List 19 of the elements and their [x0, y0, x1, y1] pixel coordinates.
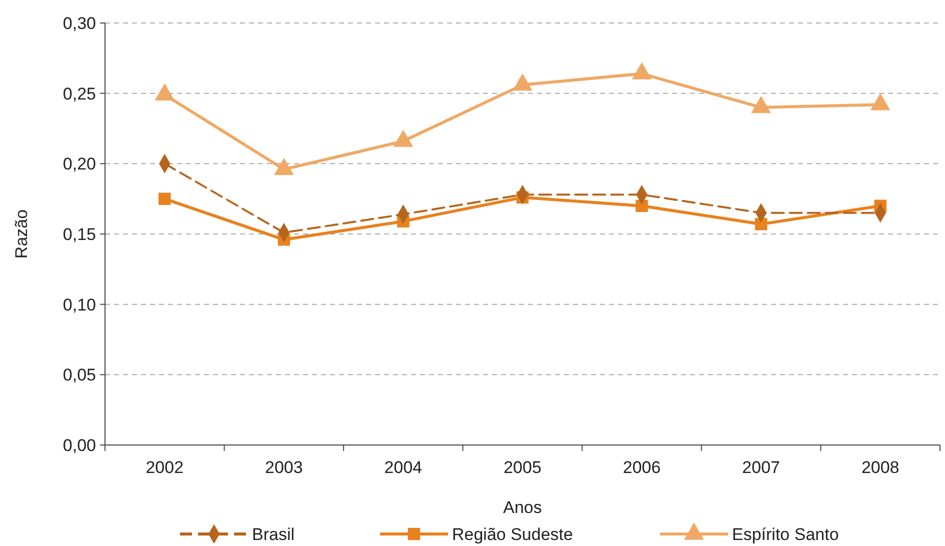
x-axis-title: Anos: [503, 498, 542, 517]
y-tick-label: 0,30: [62, 14, 96, 33]
y-tick-label: 0,05: [62, 366, 96, 385]
legend-label: Brasil: [252, 524, 295, 544]
x-tick-label: 2003: [265, 458, 303, 477]
x-tick-label: 2004: [384, 458, 422, 477]
y-tick-label: 0,25: [62, 84, 96, 104]
x-tick-label: 2008: [861, 458, 900, 477]
x-tick-label: 2002: [146, 458, 184, 477]
legend-label: Espírito Santo: [732, 524, 839, 544]
x-tick-label: 2006: [622, 458, 661, 477]
y-tick-label: 0,20: [62, 154, 96, 174]
y-axis-title: Razão: [12, 209, 31, 259]
x-tick-label: 2007: [742, 458, 780, 477]
legend-label: Região Sudeste: [452, 524, 573, 544]
x-tick-label: 2005: [504, 458, 542, 477]
y-tick-label: 0,10: [62, 295, 96, 314]
y-tick-label: 0,00: [62, 436, 96, 455]
y-tick-label: 0,15: [62, 224, 96, 244]
